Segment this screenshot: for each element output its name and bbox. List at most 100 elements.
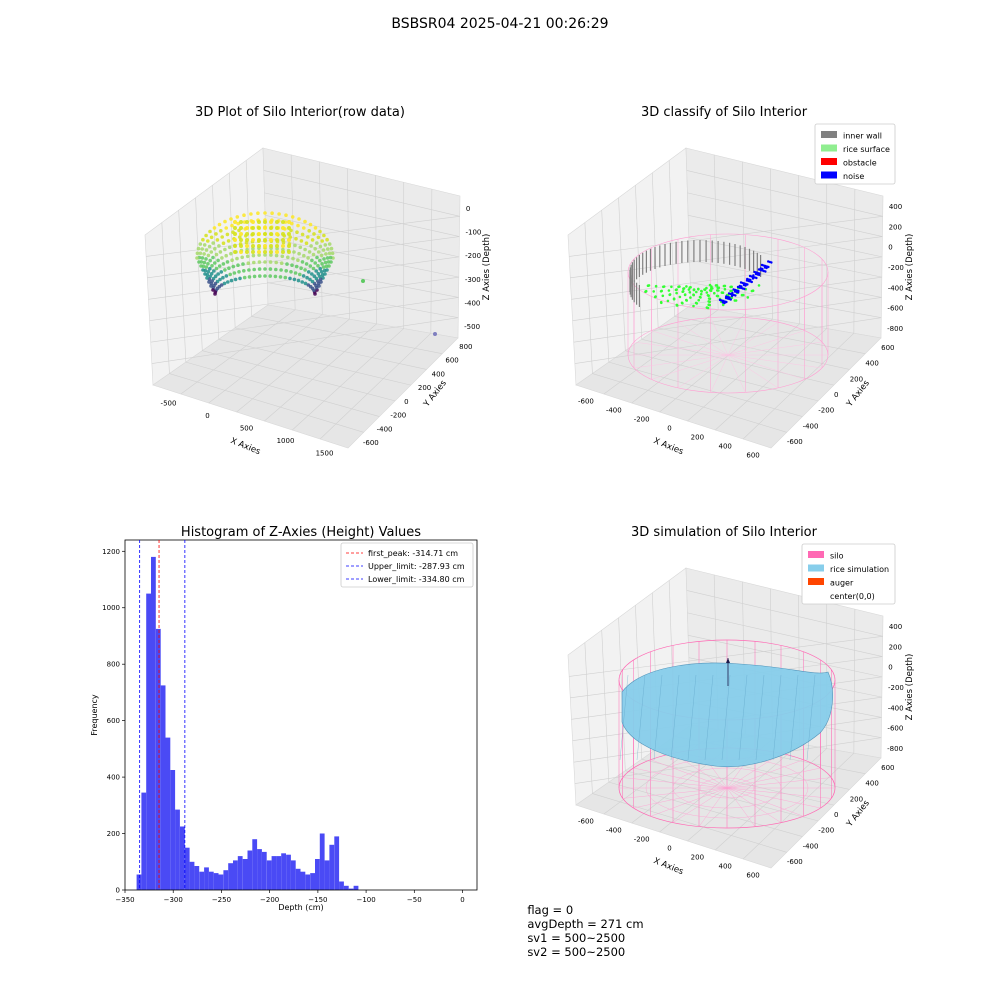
histogram-bar <box>146 593 151 890</box>
noise-point <box>723 301 726 305</box>
raw-point <box>198 251 203 256</box>
x-tick-label: 0 <box>667 845 671 853</box>
rice-surface-point <box>668 293 672 296</box>
raw-point <box>327 251 332 256</box>
raw-point <box>323 243 328 247</box>
raw-point <box>287 232 291 236</box>
raw-point <box>221 262 226 266</box>
raw-point <box>195 256 199 260</box>
raw-point <box>316 271 321 276</box>
x-tick-label: -200 <box>634 416 650 424</box>
y-tick-label: 600 <box>881 764 894 772</box>
raw-point <box>225 232 230 237</box>
x-tick-label: −150 <box>308 896 327 904</box>
pane-floor <box>152 304 459 449</box>
raw-point <box>281 232 285 236</box>
raw-point <box>302 253 306 258</box>
raw-point <box>226 280 230 284</box>
rice-surface-point <box>675 303 679 307</box>
raw-point <box>227 245 232 250</box>
rice-surface-point <box>685 298 688 302</box>
raw-point <box>247 268 251 272</box>
status-flag: flag = 0 <box>527 903 574 917</box>
raw-point <box>202 243 207 247</box>
raw-point <box>239 226 243 230</box>
grid-line <box>635 185 643 340</box>
histogram-bar <box>339 881 344 890</box>
legend-label: Lower_limit: -334.80 cm <box>368 575 465 584</box>
raw-point <box>221 241 226 245</box>
raw-point <box>299 239 304 243</box>
raw-point <box>318 277 323 282</box>
center-marker <box>726 658 730 663</box>
raw-point <box>202 252 206 256</box>
mesh-line <box>704 674 714 761</box>
grid-line <box>641 338 834 386</box>
raw-point <box>231 264 236 269</box>
raw-point <box>318 274 322 279</box>
legend-label: rice simulation <box>830 565 889 574</box>
y-tick-label: 1200 <box>102 548 120 556</box>
raw-point <box>275 232 279 236</box>
raw-point <box>233 232 237 236</box>
legend-swatch <box>821 171 837 179</box>
raw-point <box>214 266 219 271</box>
grid-line <box>195 197 203 351</box>
raw-point <box>323 260 328 265</box>
raw-point <box>311 266 316 271</box>
y-tick-label: 400 <box>107 774 120 782</box>
histogram-bar <box>233 860 238 890</box>
raw-point <box>269 232 273 236</box>
grid-line <box>263 170 460 217</box>
histogram-bar <box>324 860 330 890</box>
raw-point <box>236 263 240 268</box>
raw-point <box>328 255 333 260</box>
raw-point <box>275 250 279 254</box>
x-tick-label: −200 <box>260 896 279 904</box>
grid-line <box>715 328 827 431</box>
raw-point <box>263 244 267 248</box>
raw-point <box>283 275 288 280</box>
raw-point <box>278 275 283 279</box>
grid-line <box>148 256 460 300</box>
noise-point <box>750 280 753 284</box>
raw-point <box>196 246 201 251</box>
panel-raw-3d: 3D Plot of Silo Interior(row data) -500 0 5… <box>144 105 492 458</box>
y-tick-label: -400 <box>803 422 819 430</box>
grid-line <box>267 282 459 319</box>
raw-point <box>198 242 203 246</box>
rice-surface-point <box>713 291 716 295</box>
grid-line <box>375 175 377 324</box>
grid-line <box>161 222 170 374</box>
rice-surface-point <box>707 300 710 303</box>
raw-point <box>321 248 326 252</box>
rice-surface-point <box>647 284 651 287</box>
legend-box <box>814 123 896 185</box>
raw-point <box>322 257 326 261</box>
legend-label: center(0,0) <box>830 592 875 601</box>
raw-point <box>307 229 312 233</box>
raw-point <box>274 267 278 272</box>
raw-point <box>296 223 300 228</box>
raw-point <box>303 247 307 252</box>
grid-line <box>169 373 364 433</box>
raw-point <box>324 252 328 256</box>
raw-point <box>292 250 296 254</box>
status-line: flag = 0 avgDepth = 271 cm sv1 = 500~250… <box>520 889 658 959</box>
raw-point <box>274 260 279 265</box>
raw-point <box>281 238 285 242</box>
grid-line <box>687 612 883 657</box>
silo-spoke <box>727 317 746 356</box>
raw-point <box>211 255 215 260</box>
plot-frame <box>124 539 478 891</box>
raw-point <box>233 220 237 224</box>
raw-point-cloud <box>195 211 437 336</box>
raw-point <box>209 284 213 288</box>
raw-point <box>322 268 327 273</box>
noise-point <box>725 300 728 304</box>
rice-surface-point <box>694 301 698 305</box>
raw-point <box>288 235 293 239</box>
raw-point <box>222 281 227 286</box>
raw-point <box>275 244 279 248</box>
raw-point <box>281 244 285 248</box>
